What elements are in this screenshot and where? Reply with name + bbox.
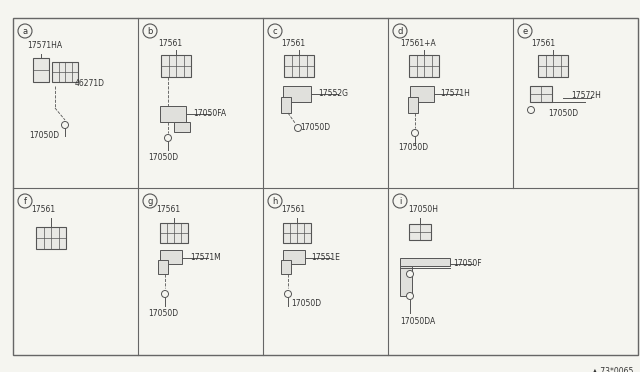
Bar <box>33 58 49 82</box>
Text: b: b <box>147 26 153 35</box>
Text: a: a <box>22 26 28 35</box>
Text: d: d <box>397 26 403 35</box>
Text: ▲ 73*0065: ▲ 73*0065 <box>591 366 633 372</box>
Text: 17561: 17561 <box>158 38 182 48</box>
Text: 17571M: 17571M <box>190 253 221 263</box>
Bar <box>409 224 431 240</box>
Bar <box>409 55 439 77</box>
Circle shape <box>294 125 301 131</box>
Bar <box>160 223 188 243</box>
Circle shape <box>406 270 413 278</box>
Bar <box>410 86 434 102</box>
Text: c: c <box>273 26 277 35</box>
Bar <box>538 55 568 77</box>
Bar <box>158 260 168 274</box>
Bar <box>160 106 186 122</box>
Circle shape <box>406 292 413 299</box>
Circle shape <box>285 291 291 298</box>
Text: 17050D: 17050D <box>548 109 578 118</box>
Text: 17050H: 17050H <box>408 205 438 215</box>
Text: 17050D: 17050D <box>148 154 178 163</box>
Text: 17050D: 17050D <box>291 298 321 308</box>
Text: f: f <box>24 196 26 205</box>
Circle shape <box>527 106 534 113</box>
Text: 17050D: 17050D <box>398 144 428 153</box>
Text: 17561: 17561 <box>31 205 55 215</box>
Circle shape <box>61 122 68 128</box>
Bar <box>160 250 182 264</box>
Text: 17050D: 17050D <box>148 310 178 318</box>
Text: 17561: 17561 <box>156 205 180 215</box>
Text: 17561: 17561 <box>281 205 305 215</box>
Text: 17050F: 17050F <box>453 260 482 269</box>
Bar <box>400 266 412 296</box>
Bar <box>283 86 311 102</box>
Circle shape <box>412 129 419 137</box>
Text: 17571H: 17571H <box>440 90 470 99</box>
Text: 17572H: 17572H <box>571 92 601 100</box>
Text: 17561+A: 17561+A <box>400 38 436 48</box>
Bar <box>174 122 190 132</box>
Bar <box>52 62 78 82</box>
Bar <box>530 86 552 102</box>
Bar <box>408 97 418 113</box>
Text: 17552G: 17552G <box>318 90 348 99</box>
Bar <box>284 55 314 77</box>
Text: i: i <box>399 196 401 205</box>
Circle shape <box>161 291 168 298</box>
Text: 17050D: 17050D <box>29 131 59 141</box>
Bar <box>161 55 191 77</box>
Bar <box>281 97 291 113</box>
Text: 17050FA: 17050FA <box>193 109 226 119</box>
Bar <box>283 223 311 243</box>
Bar <box>400 258 450 266</box>
Text: e: e <box>522 26 527 35</box>
Text: 17571HA: 17571HA <box>27 42 62 51</box>
Text: 17561: 17561 <box>531 38 555 48</box>
Bar <box>281 260 291 274</box>
Circle shape <box>164 135 172 141</box>
Bar <box>36 227 66 249</box>
Text: h: h <box>272 196 278 205</box>
Bar <box>283 250 305 264</box>
Text: 17561: 17561 <box>281 38 305 48</box>
Text: 17551E: 17551E <box>311 253 340 263</box>
Text: 17050D: 17050D <box>300 124 330 132</box>
Text: 46271D: 46271D <box>75 80 105 89</box>
Text: 17050DA: 17050DA <box>400 317 435 326</box>
Text: g: g <box>147 196 153 205</box>
